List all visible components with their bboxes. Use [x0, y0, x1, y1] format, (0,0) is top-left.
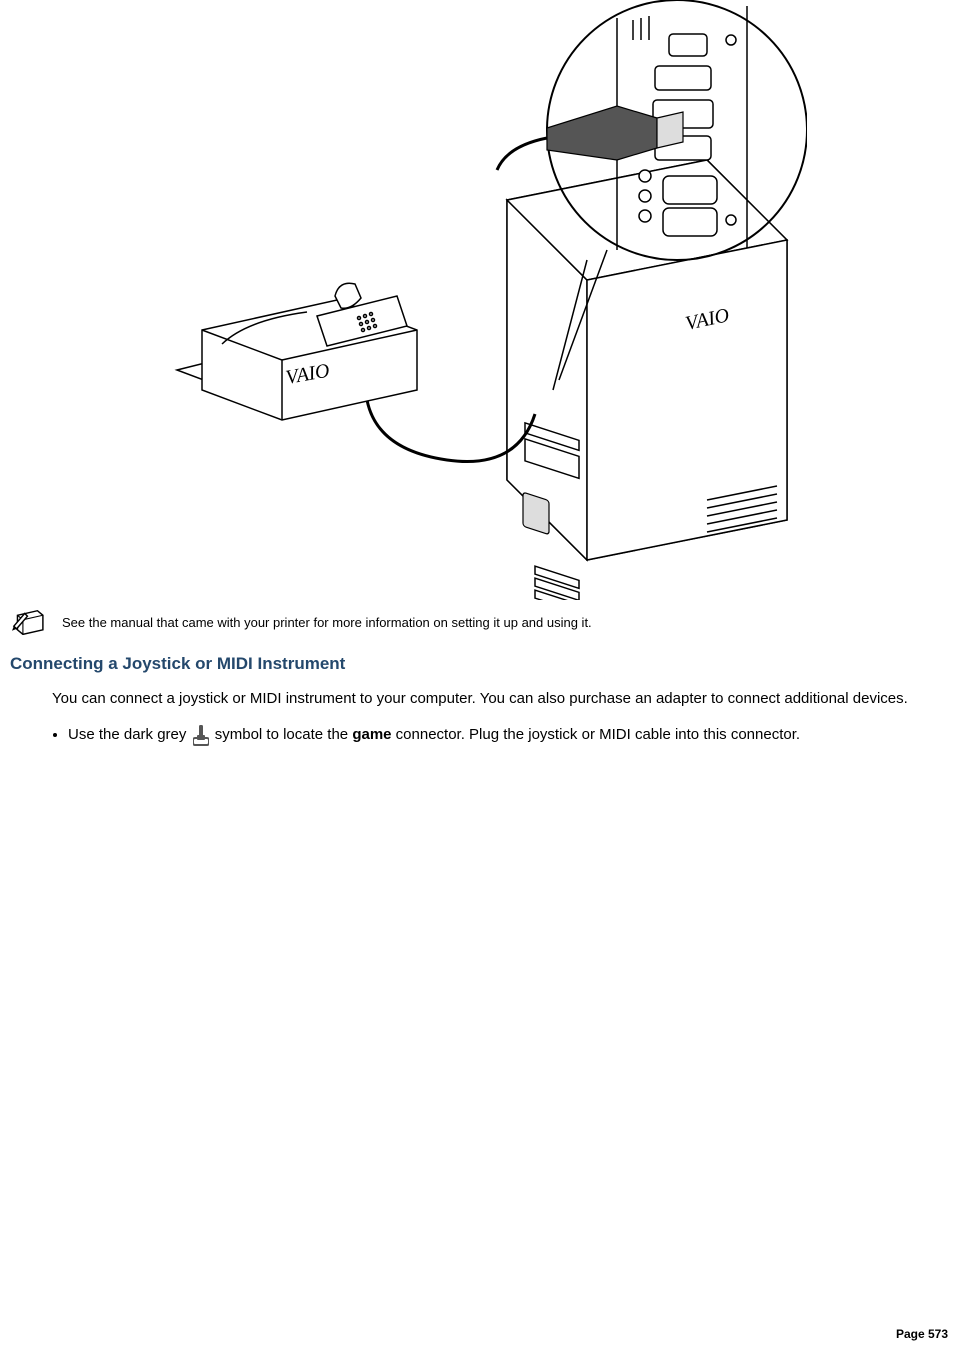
- printer: VAIO: [177, 283, 417, 420]
- section-intro: You can connect a joystick or MIDI instr…: [52, 689, 940, 709]
- bullet-text-post: connector. Plug the joystick or MIDI cab…: [396, 726, 800, 743]
- pencil-note-icon: [12, 608, 52, 636]
- note-text: See the manual that came with your print…: [62, 615, 592, 630]
- printer-tower-figure: VAIO: [8, 0, 946, 600]
- printer-manual-note: See the manual that came with your print…: [12, 608, 946, 636]
- bullet-text-mid: symbol to locate the: [215, 726, 353, 743]
- document-page: VAIO: [0, 0, 954, 1351]
- game-keyword: game: [352, 726, 391, 743]
- gameport-joystick-icon: [193, 725, 209, 747]
- section-heading-joystick-midi: Connecting a Joystick or MIDI Instrument: [10, 654, 946, 674]
- tower: VAIO: [507, 160, 787, 600]
- page-number-footer: Page 573: [896, 1327, 948, 1341]
- figure-svg: VAIO: [147, 0, 807, 600]
- bullet-use-game-connector: Use the dark grey symbol to locate the g…: [68, 725, 940, 745]
- bullet-text-pre: Use the dark grey: [68, 726, 191, 743]
- instruction-list: Use the dark grey symbol to locate the g…: [52, 725, 940, 745]
